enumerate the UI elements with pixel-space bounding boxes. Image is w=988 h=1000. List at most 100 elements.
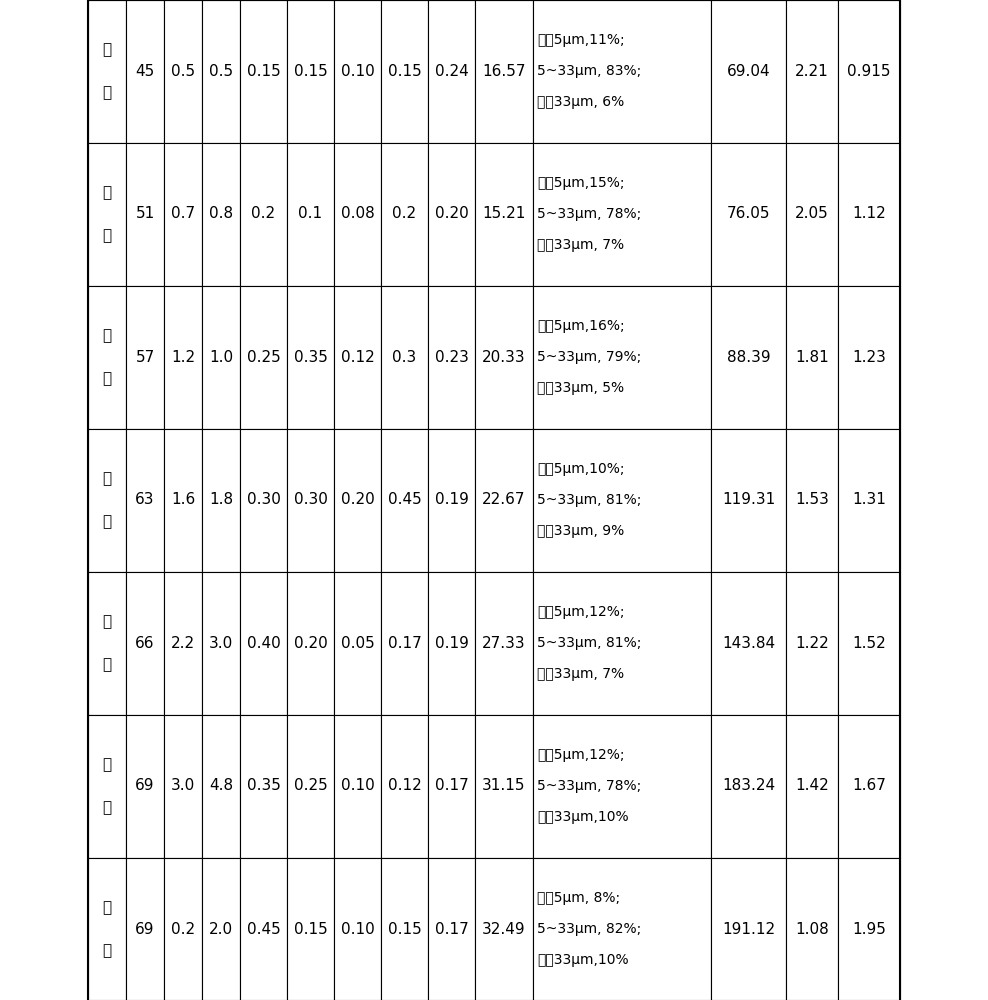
Text: 1.81: 1.81 bbox=[795, 350, 829, 364]
Bar bbox=[381, 0, 428, 142]
Text: 小于5μm,10%;: 小于5μm,10%; bbox=[537, 462, 624, 476]
Bar bbox=[786, 857, 838, 1000]
Text: 1.8: 1.8 bbox=[208, 492, 233, 508]
Bar bbox=[428, 572, 475, 714]
Text: 5~33μm, 82%;: 5~33μm, 82%; bbox=[537, 922, 641, 936]
Text: 16.57: 16.57 bbox=[482, 64, 526, 79]
Bar bbox=[533, 0, 711, 142]
Text: 量: 量 bbox=[103, 800, 112, 815]
Text: 20.33: 20.33 bbox=[482, 350, 526, 364]
Text: 1.6: 1.6 bbox=[171, 492, 195, 508]
Text: 0.17: 0.17 bbox=[387, 636, 421, 650]
Bar bbox=[381, 142, 428, 286]
Bar bbox=[838, 0, 900, 142]
Text: 1.42: 1.42 bbox=[795, 778, 829, 794]
Text: 0.40: 0.40 bbox=[247, 636, 281, 650]
Bar bbox=[126, 857, 164, 1000]
Bar bbox=[88, 428, 126, 572]
Text: 1.2: 1.2 bbox=[171, 350, 195, 364]
Text: 0.12: 0.12 bbox=[341, 350, 374, 364]
Text: 0.17: 0.17 bbox=[435, 922, 468, 936]
Text: 0.08: 0.08 bbox=[341, 207, 374, 222]
Text: 0.30: 0.30 bbox=[293, 492, 327, 508]
Bar bbox=[381, 714, 428, 857]
Bar bbox=[533, 428, 711, 572]
Text: 1.53: 1.53 bbox=[795, 492, 829, 508]
Bar bbox=[287, 428, 334, 572]
Bar bbox=[240, 714, 287, 857]
Bar bbox=[88, 0, 900, 1000]
Bar bbox=[428, 428, 475, 572]
Bar bbox=[240, 857, 287, 1000]
Text: 0.15: 0.15 bbox=[387, 922, 421, 936]
Bar bbox=[533, 286, 711, 428]
Text: 量: 量 bbox=[103, 371, 112, 386]
Text: 2.0: 2.0 bbox=[208, 922, 233, 936]
Text: 0.5: 0.5 bbox=[208, 64, 233, 79]
Text: 51: 51 bbox=[135, 207, 155, 222]
Bar bbox=[287, 142, 334, 286]
Text: 0.17: 0.17 bbox=[435, 778, 468, 794]
Text: 76.05: 76.05 bbox=[727, 207, 771, 222]
Bar bbox=[164, 428, 202, 572]
Bar bbox=[334, 142, 381, 286]
Text: 191.12: 191.12 bbox=[722, 922, 775, 936]
Bar bbox=[88, 142, 126, 286]
Bar bbox=[475, 857, 533, 1000]
Text: 大于33μm, 9%: 大于33μm, 9% bbox=[537, 524, 624, 538]
Text: 0.10: 0.10 bbox=[341, 778, 374, 794]
Text: 大于33μm,10%: 大于33μm,10% bbox=[537, 953, 628, 967]
Bar bbox=[428, 857, 475, 1000]
Bar bbox=[711, 714, 786, 857]
Text: 22.67: 22.67 bbox=[482, 492, 526, 508]
Text: 量: 量 bbox=[103, 943, 112, 958]
Bar bbox=[202, 428, 240, 572]
Text: 0.10: 0.10 bbox=[341, 922, 374, 936]
Bar bbox=[240, 0, 287, 142]
Bar bbox=[786, 572, 838, 714]
Bar bbox=[334, 0, 381, 142]
Text: 69.04: 69.04 bbox=[727, 64, 771, 79]
Bar bbox=[838, 286, 900, 428]
Bar bbox=[533, 572, 711, 714]
Text: 2.05: 2.05 bbox=[795, 207, 829, 222]
Text: 小于5μm,11%;: 小于5μm,11%; bbox=[537, 33, 624, 47]
Text: 15.21: 15.21 bbox=[482, 207, 526, 222]
Bar bbox=[786, 714, 838, 857]
Text: 0.915: 0.915 bbox=[848, 64, 891, 79]
Text: 32.49: 32.49 bbox=[482, 922, 526, 936]
Bar bbox=[711, 142, 786, 286]
Bar bbox=[202, 286, 240, 428]
Text: 小于5μm,15%;: 小于5μm,15%; bbox=[537, 176, 624, 190]
Bar bbox=[381, 572, 428, 714]
Bar bbox=[838, 714, 900, 857]
Text: 1.52: 1.52 bbox=[852, 636, 886, 650]
Text: 5~33μm, 79%;: 5~33μm, 79%; bbox=[537, 350, 641, 364]
Bar bbox=[381, 857, 428, 1000]
Text: 1.31: 1.31 bbox=[852, 492, 886, 508]
Bar bbox=[428, 142, 475, 286]
Text: 1.22: 1.22 bbox=[795, 636, 829, 650]
Bar bbox=[786, 286, 838, 428]
Bar bbox=[838, 142, 900, 286]
Bar bbox=[786, 0, 838, 142]
Text: 小于5μm,12%;: 小于5μm,12%; bbox=[537, 748, 624, 762]
Text: 0.5: 0.5 bbox=[171, 64, 195, 79]
Text: 1.67: 1.67 bbox=[852, 778, 886, 794]
Text: 1.08: 1.08 bbox=[795, 922, 829, 936]
Bar bbox=[711, 428, 786, 572]
Bar bbox=[164, 714, 202, 857]
Text: 余: 余 bbox=[103, 471, 112, 486]
Bar bbox=[287, 286, 334, 428]
Text: 0.35: 0.35 bbox=[247, 778, 281, 794]
Text: 0.23: 0.23 bbox=[435, 350, 468, 364]
Bar bbox=[88, 714, 126, 857]
Text: 0.20: 0.20 bbox=[435, 207, 468, 222]
Text: 27.33: 27.33 bbox=[482, 636, 526, 650]
Text: 5~33μm, 78%;: 5~33μm, 78%; bbox=[537, 207, 641, 221]
Text: 0.8: 0.8 bbox=[208, 207, 233, 222]
Bar bbox=[711, 0, 786, 142]
Text: 余: 余 bbox=[103, 328, 112, 343]
Bar bbox=[334, 857, 381, 1000]
Bar bbox=[475, 572, 533, 714]
